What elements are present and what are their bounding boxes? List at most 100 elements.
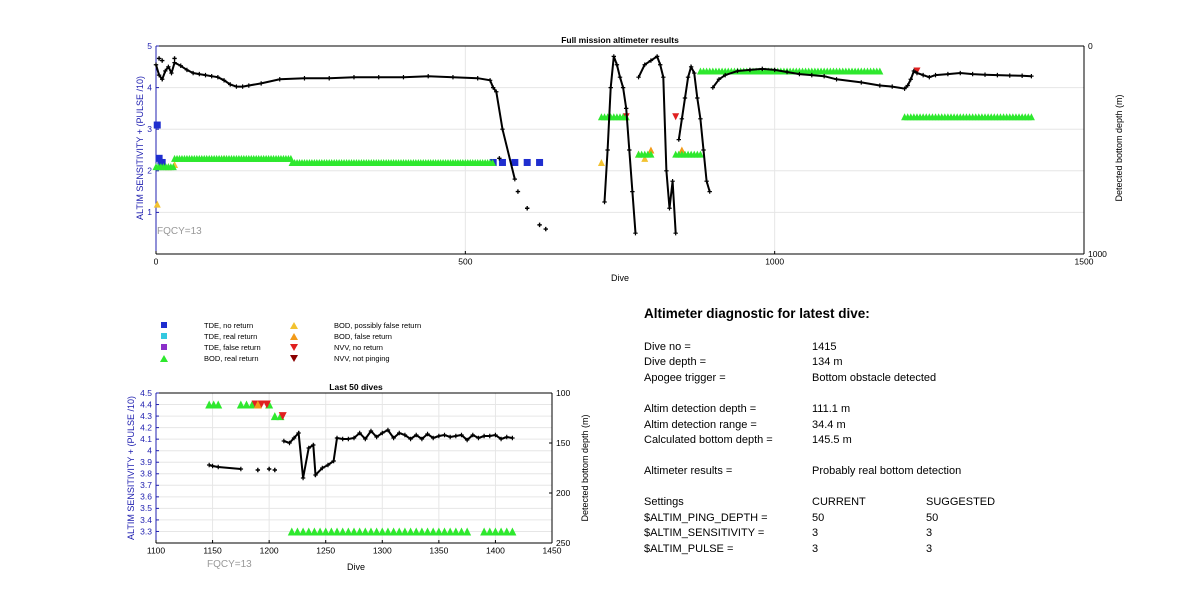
- last50-y-tick-label: 4.2: [140, 422, 152, 432]
- last50-marker-bod_real_return: [383, 527, 392, 536]
- last50-y-tick-label: 3.6: [140, 492, 152, 502]
- last50-depth-point: [296, 430, 301, 436]
- full-depth-point: [512, 176, 518, 182]
- last50-marker-bod_real_return: [451, 527, 460, 536]
- last50-depth-point: [291, 435, 297, 441]
- full-depth-point: [159, 58, 165, 63]
- last50-y2-tick-label: 100: [556, 388, 570, 398]
- full-depth-point: [679, 116, 685, 121]
- last50-marker-bod_real_return: [417, 527, 426, 536]
- last50-depth-point: [470, 432, 475, 438]
- last50-depth-point: [453, 433, 459, 439]
- legend-symbol: [161, 322, 167, 328]
- last50-x-tick-label: 1150: [203, 546, 222, 556]
- diag-label: Dive no =: [644, 341, 691, 353]
- full-marker-bod_possibly_false: [153, 200, 161, 208]
- full-depth-point: [246, 83, 251, 88]
- setting-name: $ALTIM_PULSE =: [644, 543, 734, 555]
- legend-label: BOD, possibly false return: [334, 321, 422, 330]
- full-depth-point: [664, 168, 669, 173]
- last50-depth-point: [442, 432, 447, 438]
- full-marker-bod_false_return: [678, 146, 686, 154]
- last50-depth-point: [425, 431, 430, 437]
- setting-suggested: 3: [926, 527, 933, 539]
- last50-depth-point: [459, 432, 464, 438]
- last50-marker-bod_real_return: [242, 400, 251, 409]
- legend-label: TDE, no return: [204, 321, 254, 330]
- last50-marker-bod_real_return: [378, 527, 387, 536]
- last50-depth-point: [340, 436, 345, 442]
- full-depth-point: [153, 62, 159, 67]
- last50-depth-point: [238, 466, 244, 472]
- last50-depth-point: [487, 433, 492, 439]
- full-depth-point: [673, 231, 678, 236]
- legend-label: NVV, not pinging: [334, 354, 390, 363]
- last50-depth-point: [493, 432, 498, 438]
- full-depth-point: [234, 84, 239, 89]
- full-marker-tde_no_return: [153, 121, 161, 129]
- full-depth-point: [698, 116, 703, 121]
- full-depth-point: [908, 77, 913, 82]
- last50-depth-point: [311, 442, 316, 448]
- full-depth-point: [710, 85, 715, 90]
- last50-marker-bod_real_return: [355, 527, 364, 536]
- last50-x-tick-label: 1300: [373, 546, 392, 556]
- setting-suggested: 3: [926, 543, 933, 555]
- full-depth-point: [197, 71, 202, 77]
- full-depth-point: [685, 75, 691, 80]
- last50-depth-point: [331, 458, 336, 464]
- full-depth-point: [500, 127, 505, 132]
- full-depth-point: [490, 85, 496, 90]
- last50-marker-bod_real_return: [457, 527, 466, 536]
- last50-depth-point: [334, 435, 340, 441]
- full-depth-point: [515, 189, 521, 194]
- full-depth-point: [376, 75, 381, 80]
- full-marker-tde_no_return: [498, 158, 506, 166]
- full-depth-point: [692, 70, 697, 76]
- last50-depth-point: [431, 435, 436, 441]
- settings-header: Settings: [644, 496, 684, 508]
- last50-x-axis-label: Dive: [347, 562, 365, 572]
- last50-marker-bod_real_return: [270, 412, 279, 421]
- full-marker-nvv_no_return: [672, 113, 680, 121]
- last50-depth-point: [408, 436, 413, 442]
- last50-depth-point: [216, 464, 221, 470]
- full-depth-point: [716, 77, 722, 82]
- legend-symbol: [161, 344, 167, 350]
- full-depth-point: [902, 86, 907, 91]
- legend-label: TDE, real return: [204, 332, 258, 341]
- last50-chart-title: Last 50 dives: [329, 382, 383, 392]
- last50-depth-point: [306, 445, 311, 451]
- last50-x-tick-label: 1200: [260, 546, 279, 556]
- settings-suggested-header: SUGGESTED: [926, 496, 996, 508]
- last50-depth-point: [351, 435, 357, 441]
- full-depth-point: [695, 95, 700, 101]
- full-depth-point: [958, 70, 963, 76]
- legend-symbol: [160, 355, 168, 362]
- diag-value: Probably real bottom detection: [812, 465, 962, 477]
- full-marker-bod_real_return: [876, 67, 884, 75]
- full-depth-point: [704, 179, 709, 184]
- diag-value: Bottom obstacle detected: [812, 372, 937, 384]
- diag-value: 34.4 m: [812, 419, 846, 431]
- full-marker-tde_no_return: [155, 154, 163, 162]
- setting-name: $ALTIM_SENSITIVITY =: [644, 527, 765, 539]
- last50-depth-point: [419, 436, 425, 442]
- last50-marker-bod_real_return: [299, 527, 308, 536]
- last50-marker-bod_real_return: [321, 527, 330, 536]
- last50-x-tick-label: 1400: [486, 546, 505, 556]
- full-depth-point: [623, 106, 629, 111]
- full-depth-point: [494, 89, 499, 94]
- full-y2-tick-label: 1000: [1088, 249, 1107, 259]
- last50-y-tick-label: 3.7: [140, 480, 152, 490]
- last50-marker-bod_real_return: [480, 527, 489, 536]
- full-depth-point: [797, 71, 802, 77]
- setting-current: 50: [812, 512, 825, 524]
- last50-marker-bod_real_return: [446, 527, 455, 536]
- legend-marker-triangle-up: [160, 355, 168, 362]
- last50-depth-point: [385, 427, 391, 433]
- last50-marker-bod_real_return: [236, 400, 245, 409]
- full-depth-point: [772, 67, 777, 73]
- full-depth-point: [809, 72, 814, 78]
